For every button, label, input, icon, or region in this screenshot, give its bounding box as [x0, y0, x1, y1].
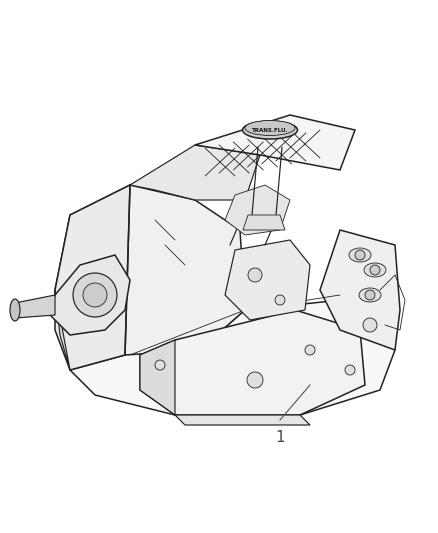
Polygon shape [140, 310, 365, 415]
Polygon shape [55, 185, 245, 360]
Circle shape [73, 273, 117, 317]
Circle shape [275, 295, 285, 305]
Polygon shape [243, 215, 285, 230]
Circle shape [247, 372, 263, 388]
Ellipse shape [245, 120, 295, 135]
Circle shape [83, 283, 107, 307]
Polygon shape [195, 115, 355, 170]
Ellipse shape [359, 288, 381, 302]
Polygon shape [320, 230, 400, 350]
Polygon shape [130, 145, 260, 200]
Ellipse shape [10, 299, 20, 321]
Polygon shape [70, 295, 395, 415]
Ellipse shape [364, 263, 386, 277]
Circle shape [363, 318, 377, 332]
Polygon shape [225, 185, 290, 235]
Text: TRANS.FLU.: TRANS.FLU. [252, 127, 288, 133]
Polygon shape [55, 185, 130, 370]
Polygon shape [225, 240, 310, 320]
Circle shape [305, 345, 315, 355]
Circle shape [155, 360, 165, 370]
Ellipse shape [243, 121, 297, 139]
Circle shape [370, 265, 380, 275]
Ellipse shape [349, 248, 371, 262]
Polygon shape [140, 340, 175, 415]
Polygon shape [50, 255, 130, 335]
Circle shape [345, 365, 355, 375]
Circle shape [365, 290, 375, 300]
Circle shape [248, 268, 262, 282]
Polygon shape [55, 290, 70, 370]
Polygon shape [15, 295, 55, 318]
Circle shape [355, 250, 365, 260]
Polygon shape [175, 415, 310, 425]
Text: 1: 1 [275, 431, 285, 446]
